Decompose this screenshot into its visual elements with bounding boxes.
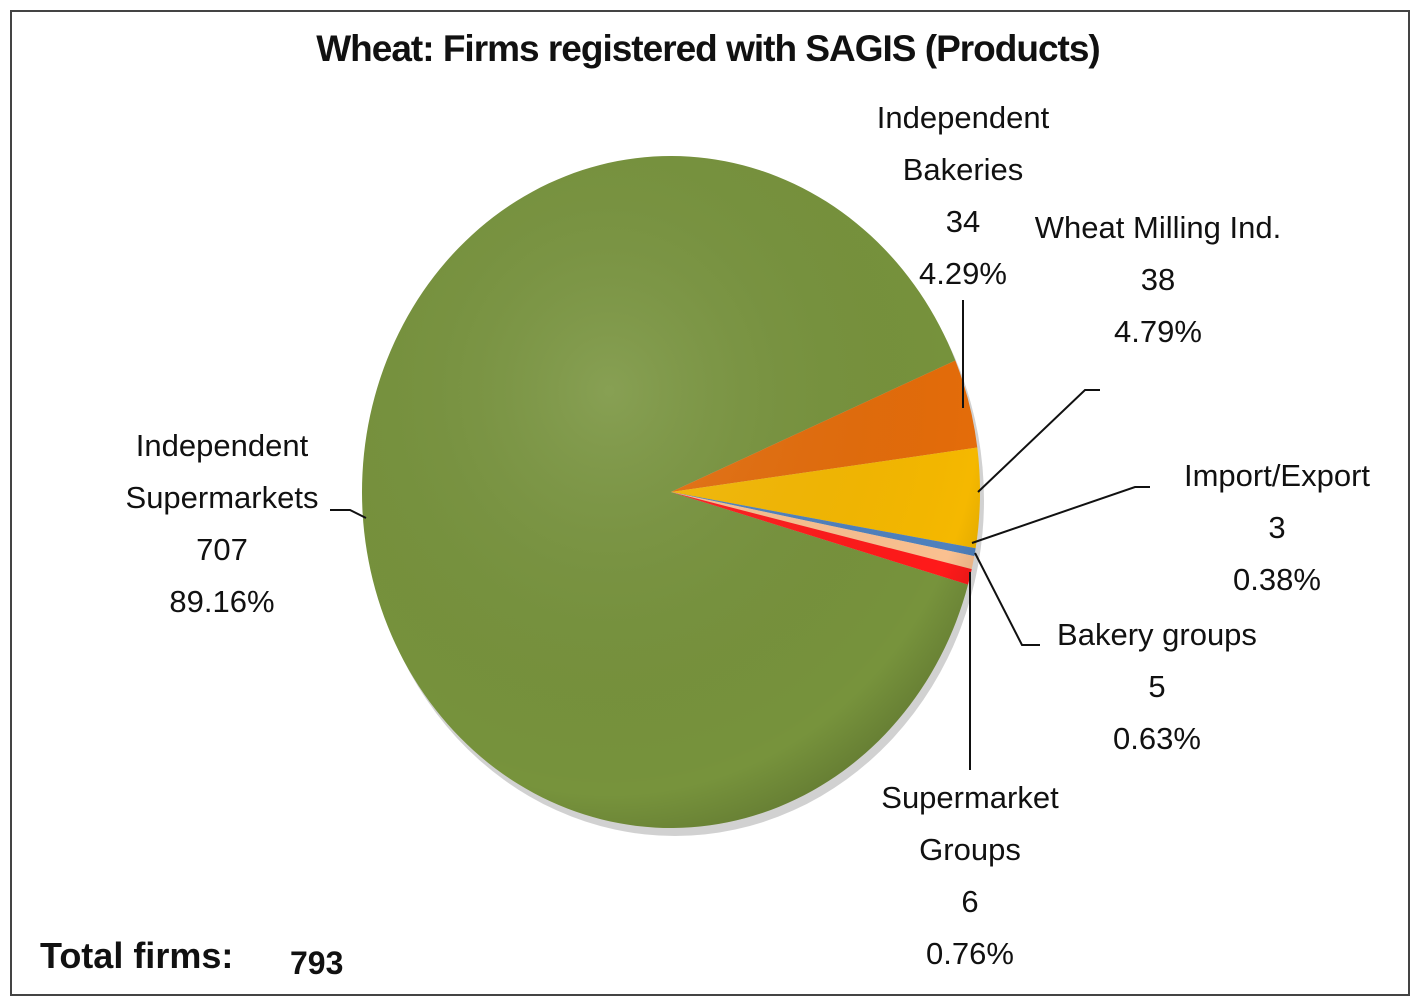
label-value: 34	[945, 204, 981, 239]
label-name: Independent Supermarkets	[125, 428, 319, 515]
label-percent: 89.16%	[169, 584, 275, 619]
label-percent: 0.76%	[926, 936, 1014, 971]
total-value: 793	[290, 945, 344, 981]
label-name: Wheat Milling Ind.	[1034, 210, 1282, 245]
leader-line	[330, 509, 367, 519]
data-label: Independent Supermarkets 707 89.16%	[87, 420, 357, 628]
chart-title: Wheat: Firms registered with SAGIS (Prod…	[316, 28, 1101, 69]
label-value: 707	[196, 532, 248, 567]
label-percent: 4.29%	[919, 256, 1007, 291]
leader-line	[974, 552, 1040, 646]
data-label: Wheat Milling Ind. 38 4.79%	[1033, 202, 1283, 358]
label-percent: 0.63%	[1113, 721, 1201, 756]
label-name: Bakery groups	[1057, 617, 1257, 652]
total-label: Total firms:	[40, 935, 234, 976]
data-label: Import/Export 3 0.38%	[1147, 450, 1407, 606]
leader-line	[977, 389, 1100, 493]
pie-shading	[362, 156, 980, 828]
leader-line	[971, 486, 1150, 544]
label-name: Supermarket Groups	[881, 780, 1059, 867]
label-value: 6	[961, 884, 979, 919]
label-value: 5	[1148, 669, 1166, 704]
label-percent: 0.38%	[1233, 562, 1321, 597]
label-name: Independent Bakeries	[876, 100, 1050, 187]
label-value: 38	[1140, 262, 1176, 297]
data-label: Supermarket Groups 6 0.76%	[855, 772, 1085, 980]
label-value: 3	[1268, 510, 1286, 545]
data-label: Independent Bakeries 34 4.29%	[848, 92, 1078, 300]
label-percent: 4.79%	[1114, 314, 1202, 349]
label-name: Import/Export	[1183, 458, 1371, 493]
data-label: Bakery groups 5 0.63%	[1017, 609, 1297, 765]
